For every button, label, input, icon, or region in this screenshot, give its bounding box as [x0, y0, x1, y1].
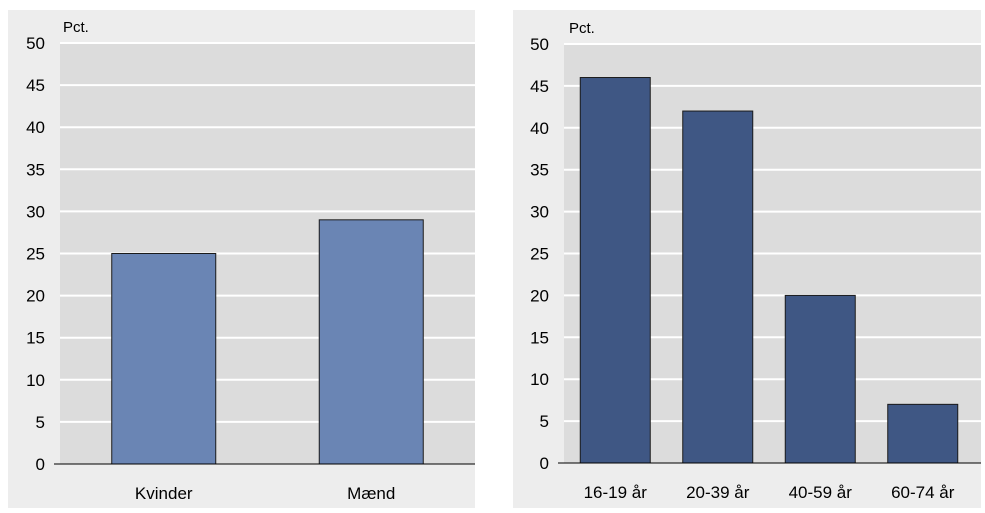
- chart-left: 0 5 10 15 20 25 30 35 40 45 50 Pct. Kvinder Mænd: [8, 10, 475, 508]
- left-bar: [318, 219, 424, 465]
- left-x-tick-label: Mænd: [347, 484, 395, 503]
- left-y-tick-label: 25: [26, 245, 45, 264]
- right-y-tick-label: 15: [530, 328, 549, 347]
- right-x-tick-label: 16-19 år: [584, 483, 648, 502]
- right-y-tick-label: 25: [530, 245, 549, 264]
- right-y-tick-label: 40: [530, 119, 549, 138]
- right-y-tick-label: 20: [530, 286, 549, 305]
- chart-right: 0 5 10 15 20 25 30 35 40 45 50 Pct. 16-19 år 20-39 år…: [513, 10, 981, 508]
- right-x-tick-label: 20-39 år: [686, 483, 750, 502]
- right-y-axis-label: Pct.: [569, 20, 595, 37]
- left-y-tick-label: 5: [36, 413, 45, 432]
- right-y-tick-label: 5: [540, 412, 549, 431]
- right-x-tick-label: 40-59 år: [789, 483, 853, 502]
- right-y-tick-label: 30: [530, 203, 549, 222]
- left-y-tick-label: 0: [36, 455, 45, 474]
- left-y-tick-label: 20: [26, 287, 45, 306]
- right-y-tick-label: 0: [540, 454, 549, 473]
- chart-left-svg: 0 5 10 15 20 25 30 35 40 45 50 Pct. Kvinder Mænd: [26, 19, 475, 503]
- right-bar: [682, 110, 754, 464]
- right-bar: [887, 403, 959, 464]
- left-y-tick-label: 45: [26, 76, 45, 95]
- right-y-tick-label: 10: [530, 370, 549, 389]
- right-y-tick-label: 45: [530, 77, 549, 96]
- left-bar: [111, 253, 217, 465]
- left-y-tick-label: 35: [26, 160, 45, 179]
- chart-right-svg: 0 5 10 15 20 25 30 35 40 45 50 Pct. 16-19 år 20-39 år…: [530, 20, 981, 502]
- left-y-tick-label: 30: [26, 202, 45, 221]
- left-y-tick-label: 15: [26, 329, 45, 348]
- left-y-tick-label: 40: [26, 118, 45, 137]
- right-y-tick-label: 50: [530, 35, 549, 54]
- left-y-tick-label: 50: [26, 34, 45, 53]
- right-bar: [784, 294, 856, 464]
- left-y-tick-label: 10: [26, 371, 45, 390]
- right-x-tick-label: 60-74 år: [891, 483, 955, 502]
- right-bar: [579, 77, 651, 464]
- left-x-tick-label: Kvinder: [135, 484, 193, 503]
- right-y-tick-label: 35: [530, 161, 549, 180]
- left-y-axis-label: Pct.: [63, 19, 89, 36]
